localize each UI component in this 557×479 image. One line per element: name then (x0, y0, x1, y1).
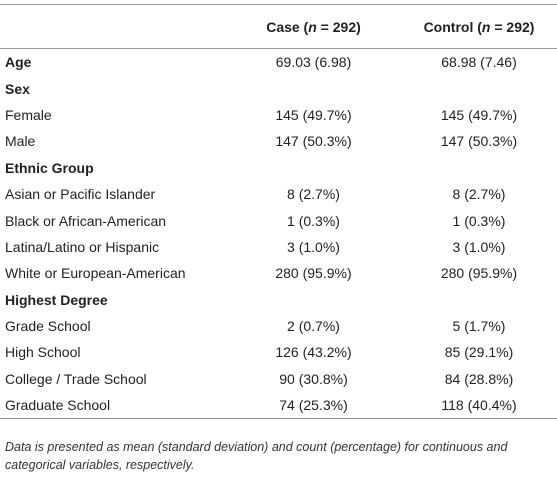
footnote: Data is presented as mean (standard devi… (5, 440, 508, 472)
column-header: Control (n = 292) (401, 4, 557, 49)
table-row: Black or African-American 1 (0.3%) 1 (0.3%… (0, 207, 557, 233)
cell: 1 (0.3%) (287, 212, 340, 229)
header-text: Control ( (423, 18, 482, 35)
table-row: Female 145 (49.7%) 145 (49.7%) (0, 102, 557, 128)
table-row: Ethnic Group (0, 155, 557, 181)
table-row: Male 147 (50.3%) 147 (50.3%) (0, 128, 557, 154)
table-row: Grade School 2 (0.7%) 5 (1.7%) (0, 313, 557, 339)
cell: 90 (30.8%) (279, 370, 348, 387)
section-label: Ethnic Group (5, 159, 94, 176)
cell: 2 (0.7%) (287, 318, 340, 335)
cell: 8 (2.7%) (287, 186, 340, 203)
header-variable: n (308, 18, 317, 35)
cell: 3 (1.0%) (452, 238, 506, 255)
table-row: High School 126 (43.2%) 85 (29.1%) (0, 339, 557, 365)
table-row: Highest Degree (0, 287, 557, 313)
empty-cell (226, 75, 401, 101)
section-label: Sex (5, 80, 30, 97)
empty-cell (226, 155, 401, 181)
cell: 84 (28.8%) (444, 370, 514, 387)
cell: 85 (29.1%) (444, 344, 514, 361)
table-header: Case (n = 292) Control (n = 292) (0, 4, 557, 49)
table-row: White or European-American 280 (95.9%) 280… (0, 260, 557, 286)
cell: 69.03 (6.98) (275, 54, 352, 71)
empty-cell (226, 287, 401, 313)
cell: 68.98 (7.46) (441, 54, 517, 71)
cell: 280 (95.9%) (440, 265, 518, 282)
cell: 147 (50.3%) (275, 133, 352, 150)
empty-cell (401, 75, 557, 101)
table-row: Graduate School 74 (25.3%) 118 (40.4%) (0, 392, 557, 420)
row-label: Latina/Latino or Hispanic (5, 238, 160, 255)
header-variable: n (481, 18, 491, 35)
table-row: Asian or Pacific Islander 8 (2.7%) 8 (2.7%… (0, 181, 557, 207)
header-text: = 292) (490, 18, 535, 35)
table-body: Age 69.03 (6.98) 68.98 (7.46) Sex Female 145 … (0, 49, 557, 420)
cell: 118 (40.4%) (401, 392, 557, 420)
cell: 1 (0.3%) (452, 212, 506, 229)
header-text: Case ( (266, 18, 309, 35)
cell: 147 (50.3%) (440, 133, 518, 150)
header-text: = 292) (316, 18, 361, 35)
empty-cell (401, 287, 557, 313)
table-row: Latina/Latino or Hispanic 3 (1.0%) 3 (1.0%… (0, 234, 557, 260)
cell: 145 (49.7%) (440, 106, 518, 123)
row-label: Graduate School (0, 392, 226, 420)
row-label: College / Trade School (5, 370, 147, 387)
cell: 126 (43.2%) (275, 344, 352, 361)
row-label: Male (5, 133, 36, 150)
cell: 8 (2.7%) (452, 186, 506, 203)
data-table: Case (n = 292) Control (n = 292) Age 69.03… (0, 4, 557, 420)
cell: 280 (95.9%) (275, 265, 352, 282)
column-header: Case (n = 292) (226, 4, 401, 49)
cell: 74 (25.3%) (226, 392, 401, 420)
header-blank (0, 4, 226, 49)
table-row: Age 69.03 (6.98) 68.98 (7.46) (0, 49, 557, 76)
cell: 3 (1.0%) (287, 238, 340, 255)
section-label: Highest Degree (5, 291, 108, 308)
row-label: Black or African-American (5, 212, 167, 229)
section-label: Age (5, 54, 32, 71)
row-label: White or European-American (5, 265, 186, 282)
row-label: Grade School (5, 318, 91, 335)
row-label: Asian or Pacific Islander (5, 186, 156, 203)
row-label: Female (5, 106, 52, 123)
table-row: College / Trade School 90 (30.8%) 84 (28.8… (0, 366, 557, 392)
row-label: High School (5, 344, 81, 361)
table-row: Sex (0, 75, 557, 101)
empty-cell (401, 155, 557, 181)
cell: 5 (1.7%) (452, 318, 506, 335)
cell: 145 (49.7%) (275, 106, 352, 123)
